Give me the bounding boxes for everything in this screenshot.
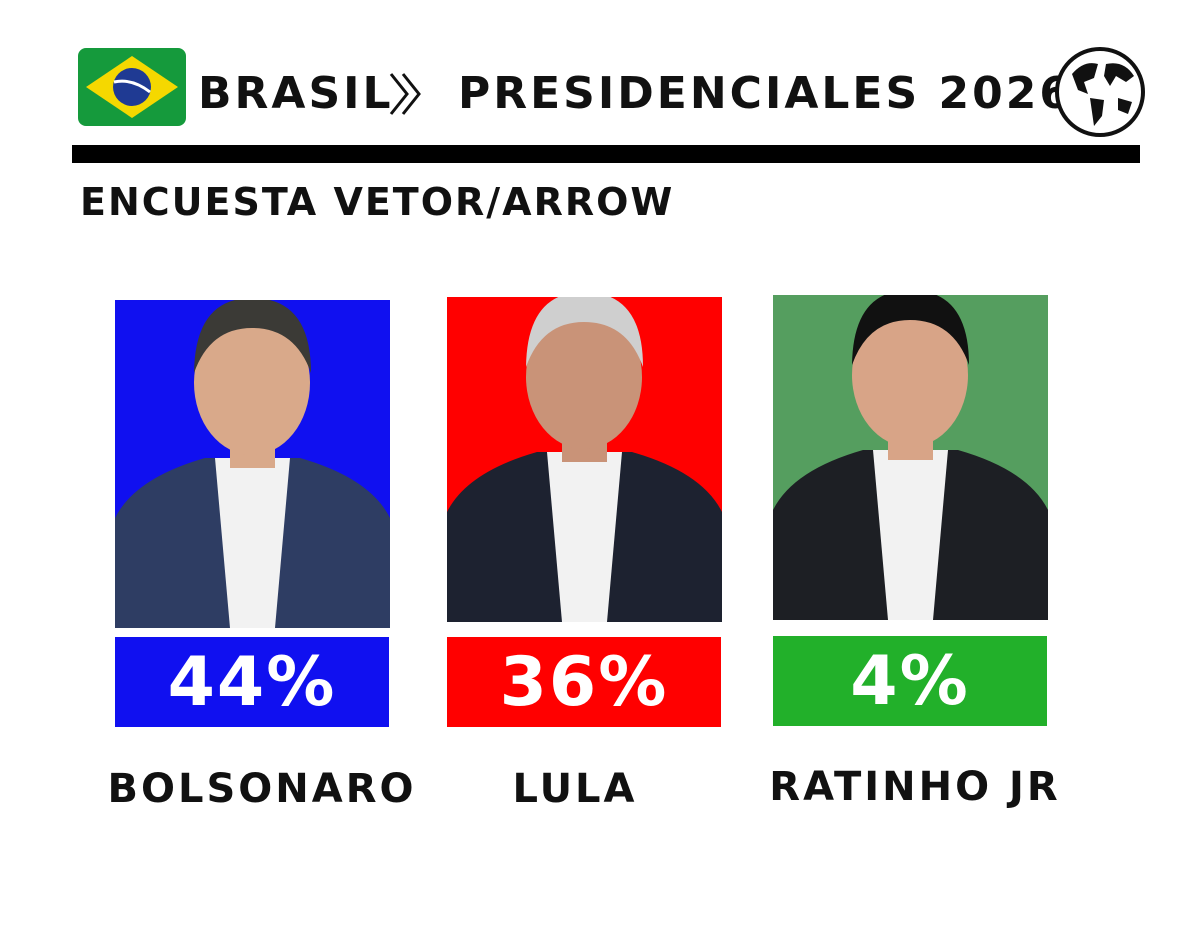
shirt <box>215 458 290 628</box>
divider <box>72 145 1140 163</box>
face <box>852 303 968 447</box>
country: BRASIL <box>198 68 394 119</box>
globe-icon <box>1055 47 1145 137</box>
shirt <box>547 452 622 622</box>
shirt <box>873 450 948 620</box>
candidate-photo <box>447 297 722 622</box>
candidate-photo <box>773 295 1048 620</box>
brazil-flag <box>78 48 186 126</box>
subtitle: ENCUESTA VETOR/ARROW <box>80 180 675 224</box>
title: PRESIDENCIALES 2026 <box>458 68 1073 119</box>
candidate-photo <box>115 300 390 628</box>
percent: 36% <box>447 637 721 727</box>
candidate-name: LULA <box>512 766 638 812</box>
percent: 44% <box>115 637 389 727</box>
candidate-name: RATINHO JR <box>769 764 1061 810</box>
percent: 4% <box>773 636 1047 726</box>
chevrons <box>389 73 421 115</box>
hair <box>852 295 969 365</box>
hair <box>526 297 643 367</box>
face <box>526 305 642 449</box>
candidate-name: BOLSONARO <box>107 766 417 812</box>
face <box>194 311 310 455</box>
hair <box>194 300 311 373</box>
